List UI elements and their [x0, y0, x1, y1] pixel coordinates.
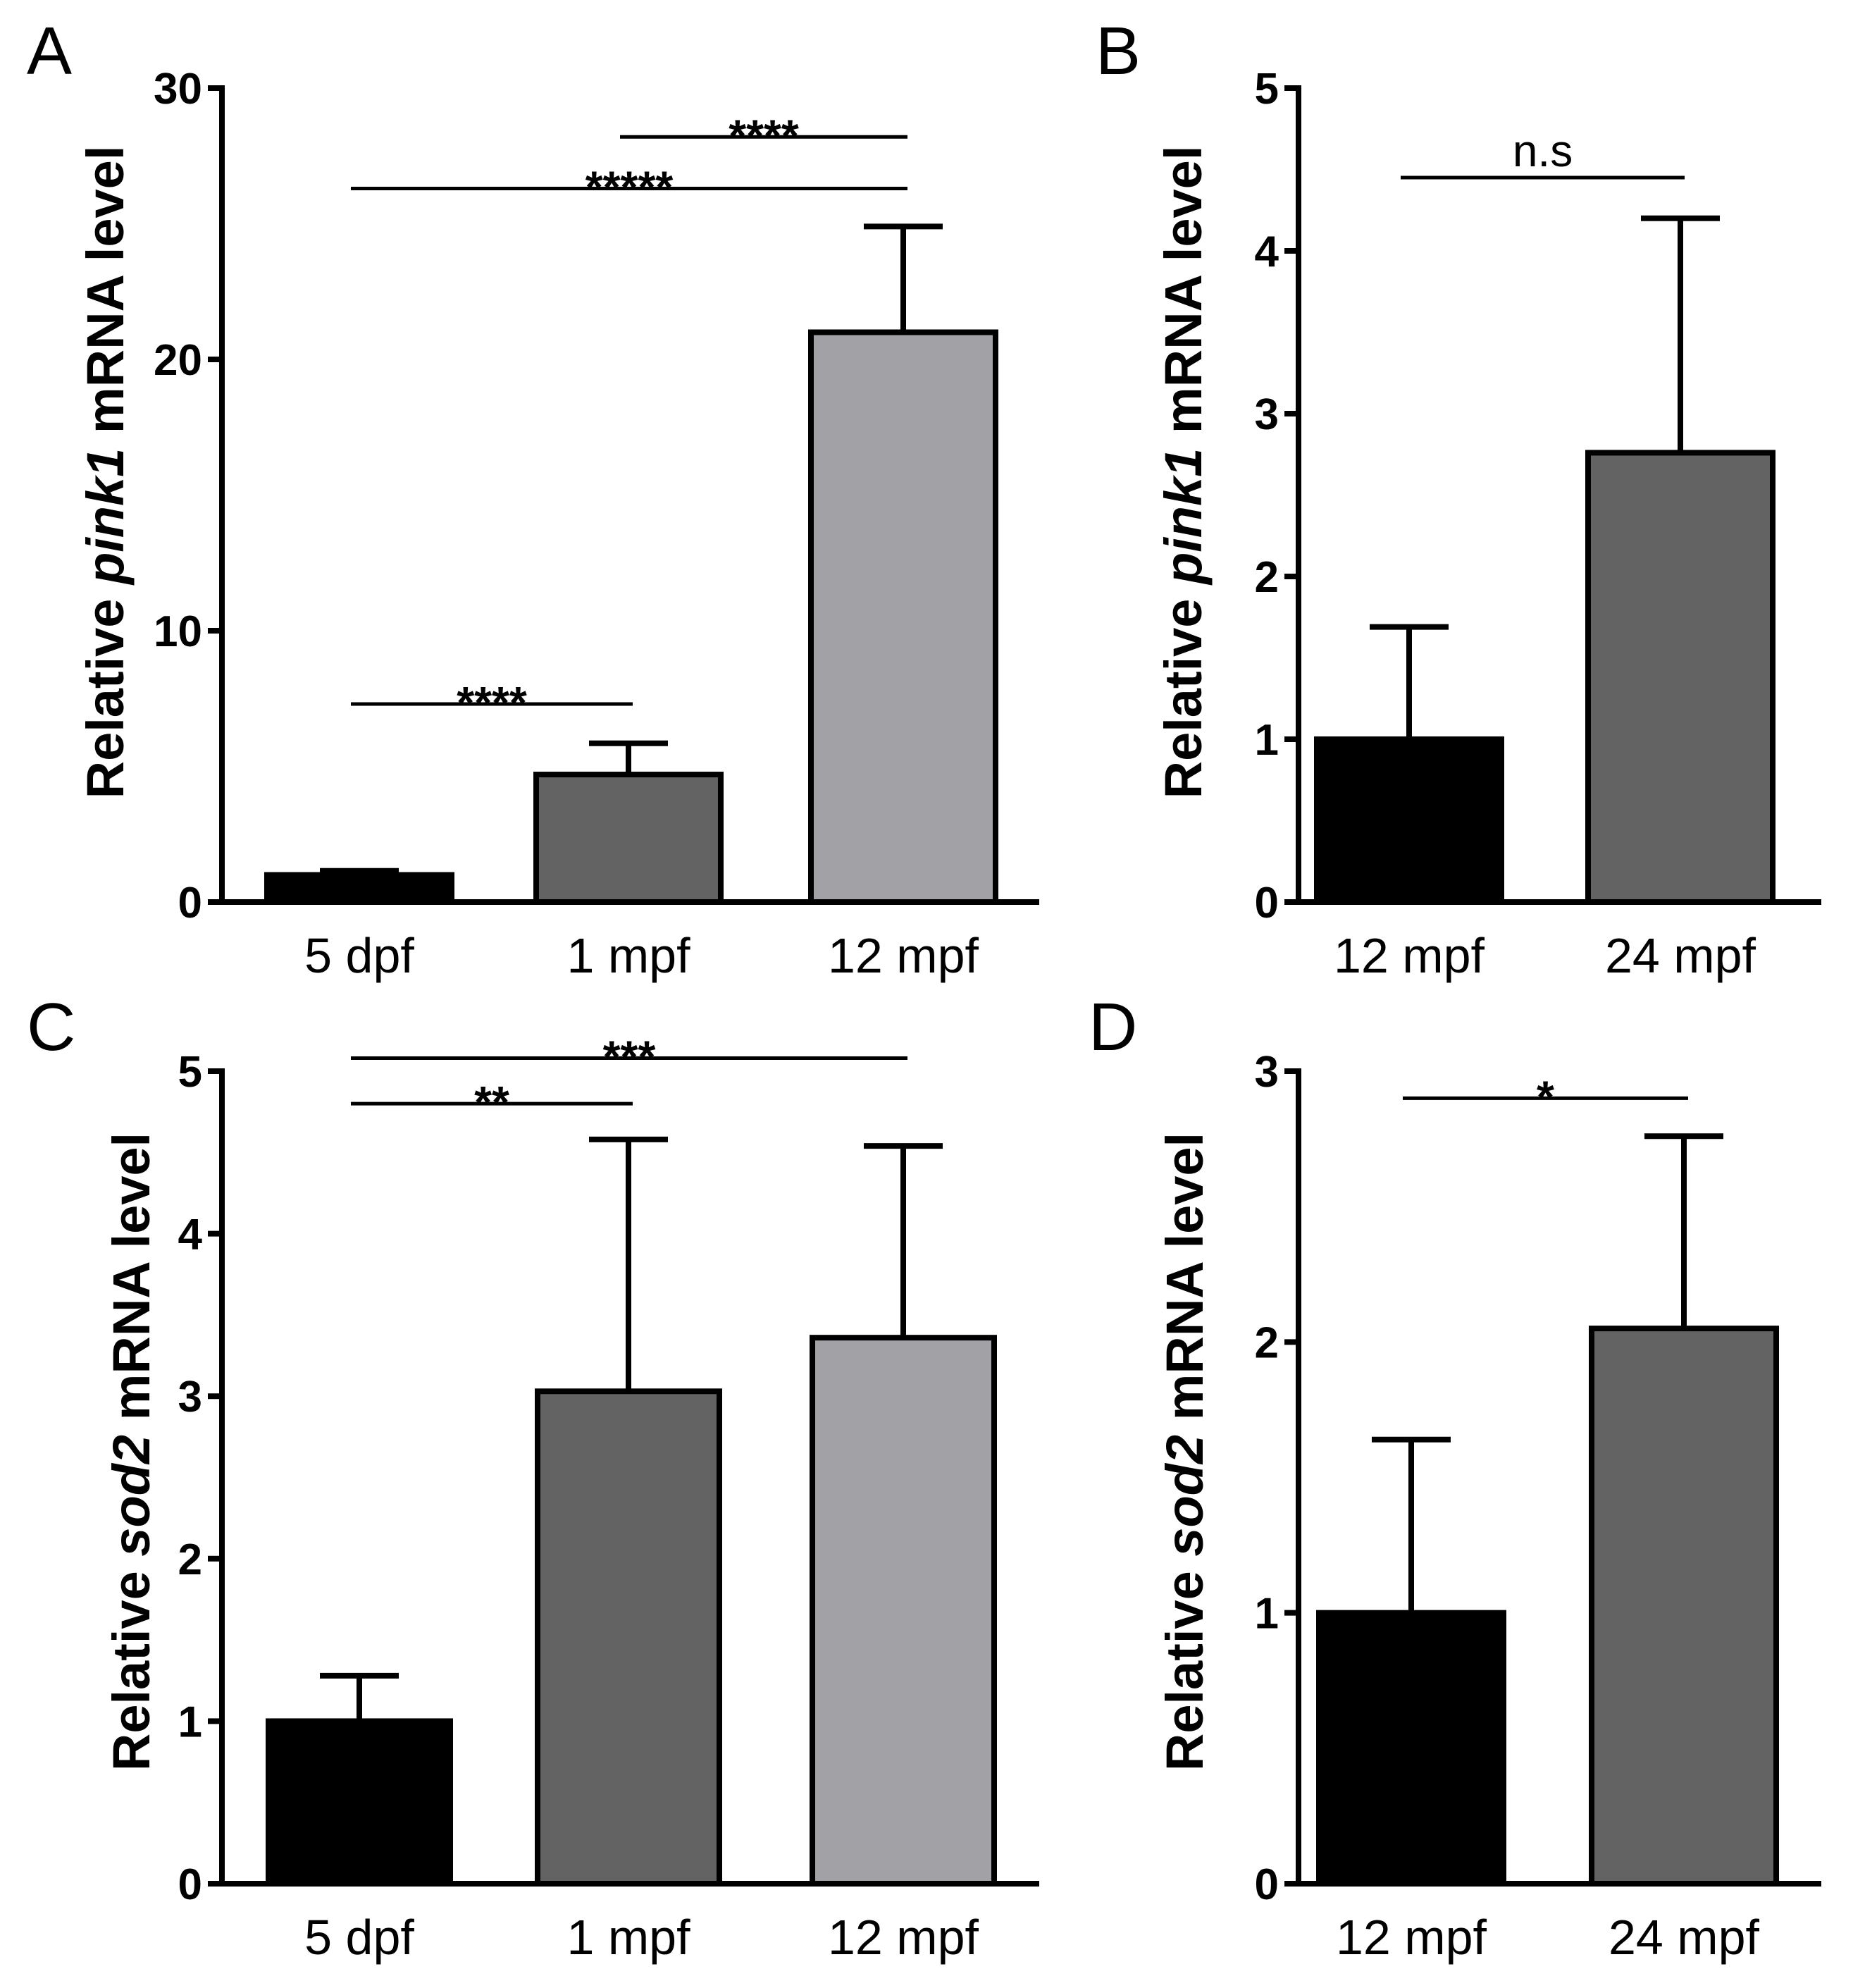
significance-label-c-1: **	[474, 1077, 509, 1128]
y-axis-title-a: Relative pink1 mRNA level	[76, 146, 135, 799]
bar-a-2	[533, 772, 724, 906]
y-tick-label-d-0: 0	[1255, 1860, 1279, 1909]
significance-label-b-1: n.s	[1513, 125, 1573, 176]
x-tick-label-d-1: 12 mpf	[1336, 1910, 1487, 1965]
panel-c: C Relative sod2 mRNA level 5 dpf 1 mpf 12 …	[27, 989, 1039, 1965]
y-axis-title-c: Relative sod2 mRNA level	[102, 1132, 161, 1771]
y-tick-label-a-1: 10	[154, 607, 202, 656]
x-tick-label-d-2: 24 mpf	[1609, 1910, 1760, 1965]
y-tick-label-b-0: 0	[1255, 879, 1279, 927]
y-tick-label-c-5: 5	[178, 1048, 202, 1097]
y-tick-label-b-1: 1	[1255, 716, 1279, 765]
panel-a: A Relative pink1 mRNA level 5 dpf 1 mpf 12…	[27, 13, 1039, 983]
y-tick-label-c-4: 4	[178, 1211, 203, 1259]
y-tick-label-a-3: 30	[154, 65, 202, 113]
bar-d-2	[1589, 1326, 1779, 1887]
significance-label-c-2: ***	[603, 1032, 656, 1082]
bar-c-1	[266, 1718, 453, 1887]
x-tick-label-b-2: 24 mpf	[1605, 928, 1756, 983]
panel-d: D Relative sod2 mRNA level 12 mpf 24 mpf 0…	[1089, 989, 1821, 1965]
x-tick-label-c-1: 5 dpf	[304, 1910, 414, 1965]
bar-d-1	[1316, 1610, 1506, 1887]
y-tick-label-b-4: 4	[1255, 228, 1279, 276]
bar-b-1	[1314, 736, 1504, 905]
bar-a-1	[264, 872, 454, 905]
panel-letter-c: C	[27, 989, 75, 1065]
bar-c-3	[810, 1335, 997, 1887]
y-tick-label-c-2: 2	[178, 1536, 202, 1584]
bar-c-2	[535, 1388, 722, 1887]
significance-label-a-3: ****	[729, 110, 799, 161]
x-tick-label-a-3: 12 mpf	[828, 928, 979, 983]
x-tick-label-c-3: 12 mpf	[828, 1910, 979, 1965]
y-tick-label-c-3: 3	[178, 1373, 202, 1421]
y-tick-label-d-3: 3	[1255, 1048, 1279, 1097]
x-tick-label-b-1: 12 mpf	[1334, 928, 1485, 983]
y-tick-label-d-1: 1	[1255, 1590, 1279, 1638]
y-tick-label-d-2: 2	[1255, 1319, 1279, 1367]
significance-label-a-1: ****	[457, 677, 527, 728]
bar-a-3	[808, 329, 998, 905]
bar-b-2	[1585, 450, 1775, 905]
panel-b: B Relative pink1 mRNA level 12 mpf 24 mpf…	[1096, 13, 1821, 983]
y-axis-title-d: Relative sod2 mRNA level	[1155, 1132, 1214, 1771]
plot-area-d: 12 mpf 24 mpf 0 1 2 3 *	[1255, 1048, 1821, 1965]
significance-label-d-1: *	[1537, 1071, 1554, 1122]
y-tick-label-c-0: 0	[178, 1860, 202, 1909]
y-tick-label-c-1: 1	[178, 1698, 202, 1746]
x-tick-label-c-2: 1 mpf	[566, 1910, 690, 1965]
plot-area-b: 12 mpf 24 mpf 0 1 2 3 4 5 n.s	[1255, 65, 1821, 983]
y-tick-label-b-5: 5	[1255, 65, 1279, 113]
panel-letter-b: B	[1096, 13, 1141, 89]
x-tick-label-a-2: 1 mpf	[566, 928, 690, 983]
panel-letter-d: D	[1089, 989, 1137, 1065]
y-tick-label-a-2: 20	[154, 336, 202, 385]
y-tick-label-a-0: 0	[178, 879, 202, 927]
significance-label-a-2: *****	[585, 161, 674, 212]
panel-letter-a: A	[27, 13, 72, 89]
y-axis-title-b: Relative pink1 mRNA level	[1154, 146, 1213, 799]
y-tick-label-b-3: 3	[1255, 390, 1279, 439]
x-tick-label-a-1: 5 dpf	[304, 928, 414, 983]
y-tick-label-b-2: 2	[1255, 553, 1279, 602]
